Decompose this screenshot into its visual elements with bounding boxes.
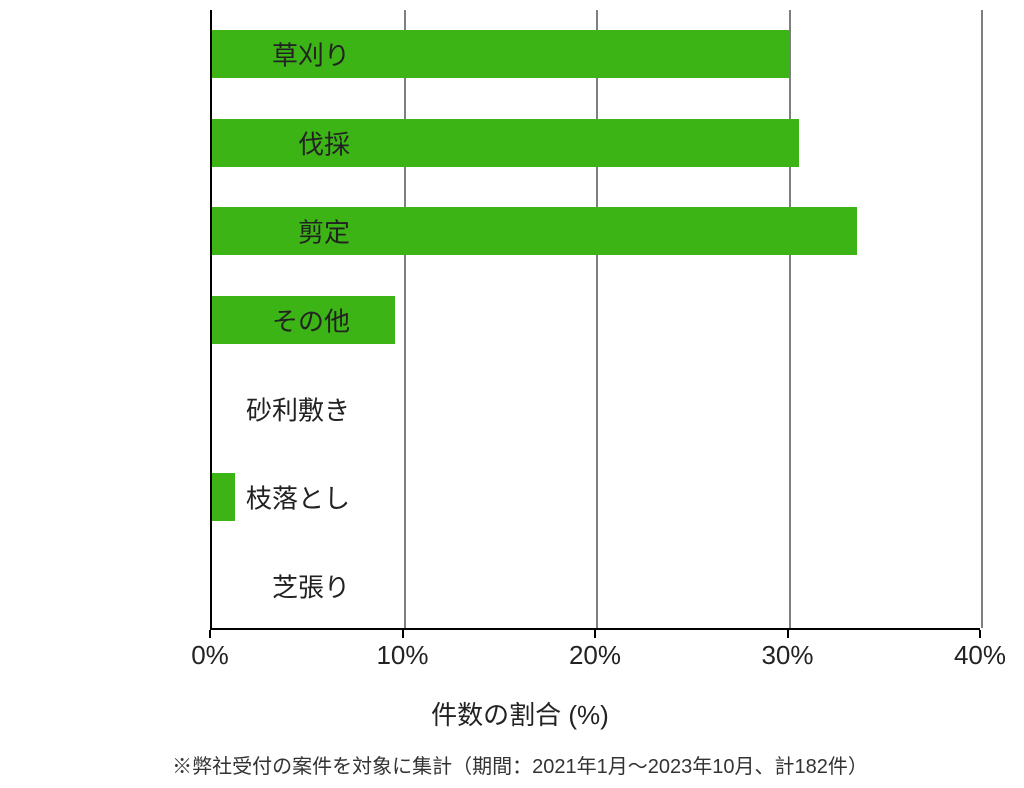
x-tick [402,630,404,638]
y-category-label: 剪定 [150,213,350,250]
x-tick [979,630,981,638]
y-category-label: 枝落とし [150,479,350,516]
gridline [789,10,791,628]
gridline [981,10,983,628]
y-category-label: その他 [150,302,350,339]
y-category-label: 伐採 [150,124,350,161]
x-tick-label: 30% [761,640,813,671]
y-category-label: 草刈り [150,36,350,73]
x-tick [787,630,789,638]
chart-container: 件数の割合 (%) ※弊社受付の案件を対象に集計（期間：2021年1月～2023… [60,10,980,780]
gridline [404,10,406,628]
x-tick [594,630,596,638]
x-tick [209,630,211,638]
x-tick-label: 10% [376,640,428,671]
chart-footnote: ※弊社受付の案件を対象に集計（期間：2021年1月～2023年10月、計182件… [60,750,980,779]
x-tick-label: 20% [569,640,621,671]
x-tick-label: 0% [191,640,229,671]
x-axis-label: 件数の割合 (%) [60,695,980,732]
y-category-label: 芝張り [150,567,350,604]
y-category-label: 砂利敷き [150,390,350,427]
gridline [596,10,598,628]
x-tick-label: 40% [954,640,1006,671]
